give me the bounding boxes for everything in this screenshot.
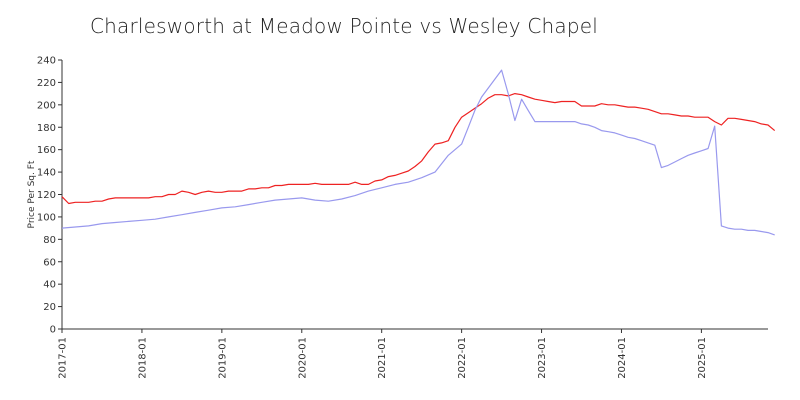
y-tick-label: 140	[37, 168, 56, 179]
y-tick-label: 160	[37, 145, 56, 156]
y-tick-label: 240	[37, 56, 56, 67]
chart-title: Charlesworth at Meadow Pointe vs Wesley …	[90, 14, 598, 38]
y-tick-label: 220	[37, 78, 56, 89]
y-tick-label: 60	[43, 257, 56, 268]
y-tick-label: 0	[50, 325, 56, 336]
y-axis-label: Price Per Sq. Ft	[27, 160, 37, 228]
y-tick-label: 200	[37, 100, 56, 111]
y-tick-label: 100	[37, 212, 56, 223]
x-tick-label: 2018-01	[137, 337, 148, 379]
x-tick-label: 2024-01	[617, 337, 628, 379]
series-line-1	[61, 93, 776, 205]
y-tick-label: 20	[43, 302, 56, 313]
x-tick-label: 2025-01	[697, 337, 708, 379]
y-tick-label: 120	[37, 190, 56, 201]
series-line-2	[61, 69, 775, 236]
x-tick-label: 2020-01	[297, 337, 308, 379]
y-tick-label: 180	[37, 123, 56, 134]
x-tick-label: 2021-01	[377, 337, 388, 379]
y-tick-label: 40	[43, 280, 56, 291]
x-tick-label: 2017-01	[58, 337, 69, 379]
x-tick-label: 2023-01	[537, 337, 548, 379]
x-tick-label: 2022-01	[457, 337, 468, 379]
y-tick-label: 80	[43, 235, 56, 246]
x-tick-label: 2019-01	[217, 337, 228, 379]
